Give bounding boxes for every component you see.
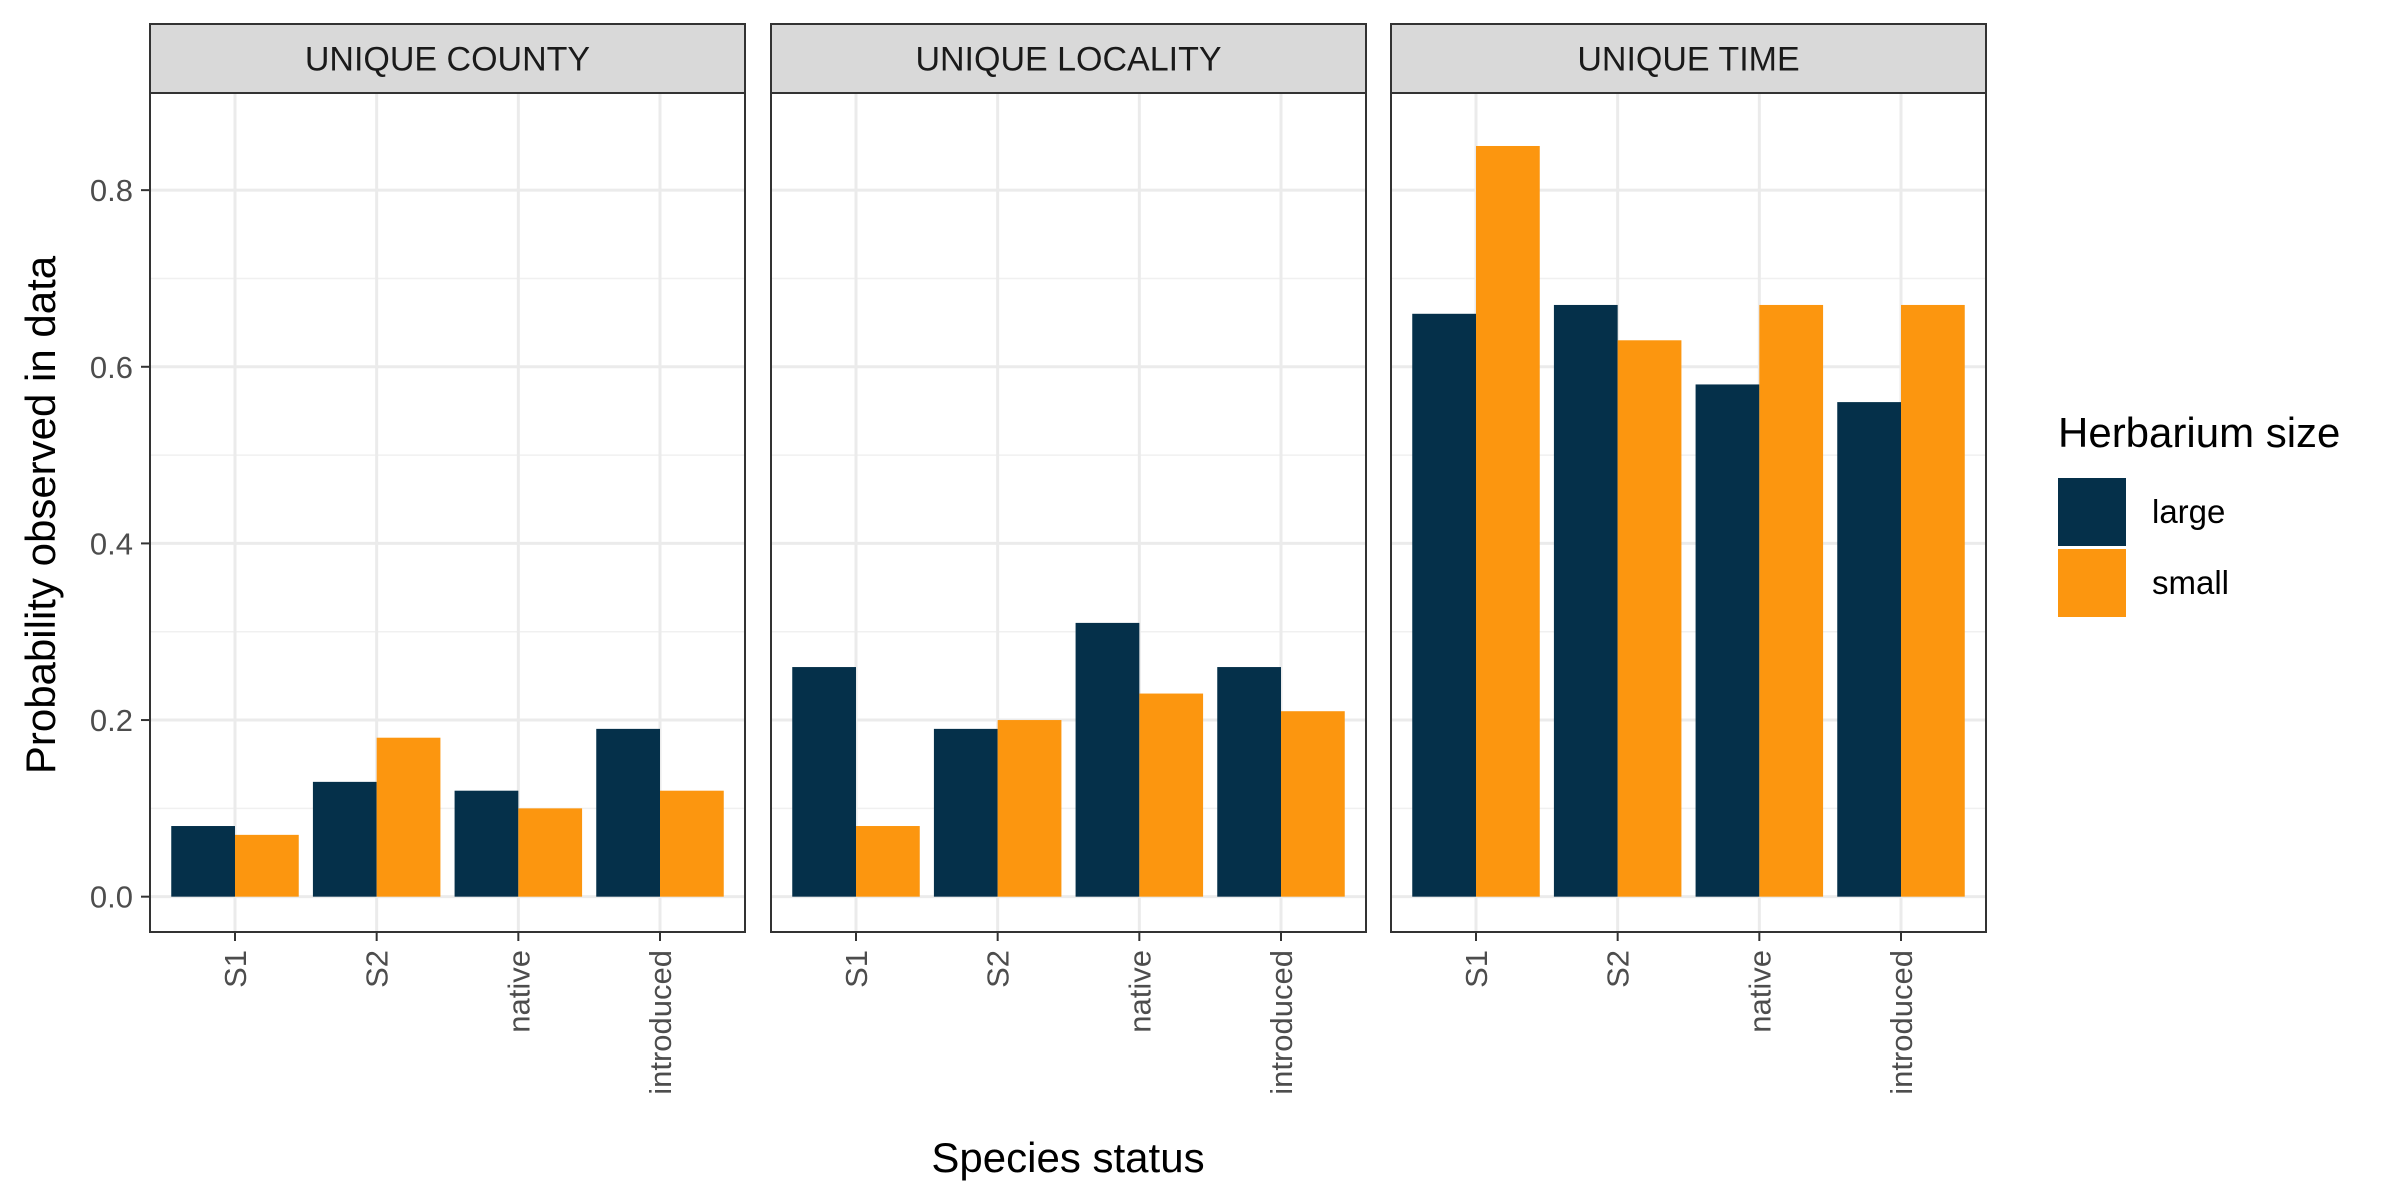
- x-tick-label: introduced: [1884, 950, 1919, 1095]
- bar-unique-locality-s2-small: [997, 720, 1062, 897]
- facet-strip-unique-county: [149, 23, 746, 94]
- legend-key-large: [2058, 478, 2126, 546]
- bar-unique-locality-s1-small: [856, 826, 920, 897]
- y-tick-label: 0.6: [90, 350, 133, 385]
- x-tick-label: S1: [839, 950, 874, 988]
- y-axis: 0.0 0.2 0.4 0.6 0.8: [90, 173, 150, 915]
- x-tick-label: introduced: [643, 950, 678, 1095]
- x-tick-label: S2: [1601, 950, 1636, 988]
- bar-unique-county-s1-large: [171, 826, 235, 897]
- facet-strip-unique-time: [1390, 23, 1987, 94]
- x-tick-label: introduced: [1264, 950, 1299, 1095]
- bar-unique-locality-introduced-large: [1217, 667, 1281, 897]
- bar-unique-time-native-large: [1695, 384, 1760, 897]
- legend-key-small: [2058, 549, 2126, 617]
- panel-border: [1390, 92, 1987, 933]
- facet-unique-locality: UNIQUE LOCALITY S1 S2 native introduced: [770, 23, 1367, 1095]
- facet-strip-label: UNIQUE COUNTY: [305, 41, 590, 79]
- bar-unique-county-introduced-small: [660, 790, 724, 897]
- bar-unique-county-s2-large: [312, 781, 377, 897]
- x-tick-label: native: [501, 950, 536, 1033]
- legend-title: Herbarium size: [2058, 409, 2340, 456]
- bar-unique-locality-native-small: [1139, 693, 1204, 897]
- legend: Herbarium size large small: [2058, 409, 2340, 617]
- bar-unique-county-native-large: [454, 790, 519, 897]
- bar-unique-time-s1-small: [1476, 145, 1540, 897]
- legend-label-large: large: [2152, 493, 2225, 530]
- facet-strip-unique-locality: [770, 23, 1367, 94]
- x-tick-label: native: [1122, 950, 1157, 1033]
- facet-unique-county: UNIQUE COUNTY S1 S2 native introduced: [149, 23, 746, 1095]
- bar-unique-time-native-small: [1759, 304, 1824, 897]
- panel-border: [149, 92, 746, 933]
- panel-border: [770, 92, 1367, 933]
- bar-unique-locality-s1-large: [792, 667, 856, 897]
- y-axis-title: Probability observed in data: [17, 255, 64, 774]
- legend-label-small: small: [2152, 564, 2229, 601]
- x-tick-label: S2: [360, 950, 395, 988]
- bar-unique-time-introduced-large: [1837, 402, 1901, 897]
- bar-unique-time-s2-large: [1553, 304, 1618, 897]
- bar-unique-county-s2-small: [376, 737, 441, 897]
- y-tick-label: 0.4: [90, 526, 133, 561]
- bar-unique-county-s1-small: [235, 834, 299, 897]
- bar-unique-locality-introduced-small: [1281, 711, 1345, 897]
- bar-unique-county-introduced-large: [596, 728, 660, 897]
- y-tick-label: 0.8: [90, 173, 133, 208]
- facet-strip-label: UNIQUE TIME: [1577, 41, 1799, 79]
- x-tick-label: S1: [218, 950, 253, 988]
- x-tick-label: S1: [1459, 950, 1494, 988]
- bar-unique-time-s2-small: [1617, 340, 1682, 897]
- x-axis-title: Species status: [931, 1134, 1204, 1181]
- y-tick-label: 0.0: [90, 880, 133, 915]
- facet-unique-time: UNIQUE TIME S1 S2 native introduced: [1390, 23, 1987, 1095]
- x-tick-label: native: [1742, 950, 1777, 1033]
- bar-unique-county-native-small: [518, 808, 583, 897]
- bar-unique-locality-s2-large: [933, 728, 998, 897]
- y-tick-label: 0.2: [90, 703, 133, 738]
- bar-unique-locality-native-large: [1075, 622, 1140, 897]
- bar-unique-time-s1-large: [1412, 313, 1476, 897]
- bar-unique-time-introduced-small: [1901, 304, 1965, 897]
- x-tick-label: S2: [981, 950, 1016, 988]
- facet-strip-label: UNIQUE LOCALITY: [915, 41, 1221, 79]
